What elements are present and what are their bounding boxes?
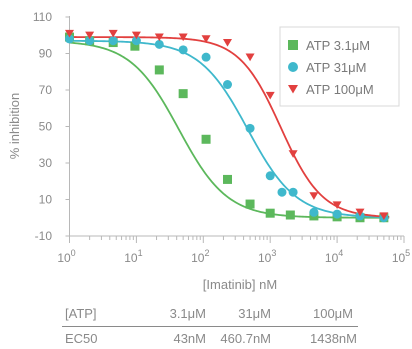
data-point-series-1 <box>288 187 298 197</box>
data-point-series-0 <box>201 134 211 144</box>
table-cell-3: 1438nM <box>310 331 357 346</box>
y-ticks: 110 90 70 50 30 10 -10 <box>33 10 70 243</box>
ec50-table: [ATP] 3.1μM 31μM 100μM EC50 43nM 460.7nM… <box>62 306 358 346</box>
data-point-series-2 <box>85 31 95 40</box>
y-axis-title: % inhibition <box>7 93 22 160</box>
data-point-series-0 <box>222 174 232 184</box>
data-point-series-0 <box>245 199 255 209</box>
y-tick-label: 90 <box>39 47 53 61</box>
data-point-series-0 <box>265 208 275 218</box>
legend-marker-0 <box>288 40 298 50</box>
data-point-series-1 <box>222 80 232 90</box>
data-point-series-1 <box>277 187 287 197</box>
y-tick-label: 30 <box>39 156 53 170</box>
data-point-series-2 <box>309 192 319 200</box>
table-cell-1: 43nM <box>173 331 206 346</box>
data-point-series-1 <box>332 209 342 219</box>
data-point-series-1 <box>154 39 164 49</box>
legend-marker-2 <box>288 85 298 94</box>
legend-label-0: ATP 3.1μM <box>306 38 370 53</box>
data-point-series-0 <box>130 41 140 51</box>
y-tick-label: 50 <box>39 120 53 134</box>
data-points <box>65 29 389 223</box>
y-tick-label: -10 <box>35 229 53 243</box>
data-point-series-1 <box>108 36 118 46</box>
data-point-series-1 <box>309 207 319 217</box>
data-point-series-2 <box>379 212 389 220</box>
data-point-series-2 <box>154 33 164 42</box>
table-cell-2: 460.7nM <box>220 331 271 346</box>
data-point-series-2 <box>178 33 188 42</box>
data-point-series-1 <box>131 36 141 46</box>
x-tick-label: 105 <box>392 248 410 265</box>
data-point-series-1 <box>265 171 275 181</box>
legend: ATP 3.1μM ATP 31μM ATP 100μM <box>279 26 400 107</box>
data-point-series-0 <box>154 65 164 75</box>
data-point-series-2 <box>65 29 74 38</box>
legend-label-1: ATP 31μM <box>306 60 366 75</box>
data-point-series-2 <box>355 208 365 217</box>
data-point-series-2 <box>245 53 255 62</box>
data-point-series-1 <box>178 45 188 55</box>
x-axis-title: [Imatinib] nM <box>203 277 277 292</box>
table-cell-0: EC50 <box>65 331 98 346</box>
data-point-series-2 <box>288 150 298 158</box>
y-tick-label: 10 <box>39 193 53 207</box>
data-point-series-1 <box>85 36 95 46</box>
data-point-series-2 <box>108 29 118 38</box>
table-header-2: 31μM <box>238 306 271 321</box>
data-point-series-1 <box>65 34 74 44</box>
x-ticks: 100 101 102 103 104 105 <box>57 236 410 265</box>
data-point-series-2 <box>265 91 275 100</box>
data-point-series-2 <box>131 31 141 40</box>
table-header-0: [ATP] <box>65 306 97 321</box>
table-header-1: 3.1μM <box>170 306 206 321</box>
data-point-series-2 <box>332 201 342 210</box>
data-point-series-0 <box>178 89 188 99</box>
table-header-3: 100μM <box>313 306 353 321</box>
x-tick-label: 102 <box>191 248 209 265</box>
y-tick-label: 70 <box>39 83 53 97</box>
data-point-series-1 <box>201 52 211 62</box>
data-point-series-0 <box>285 210 295 220</box>
data-point-series-1 <box>245 123 255 133</box>
legend-label-2: ATP 100μM <box>306 82 374 97</box>
x-tick-label: 101 <box>124 248 142 265</box>
legend-marker-1 <box>288 62 298 72</box>
y-tick-label: 110 <box>33 10 52 24</box>
legend-box <box>279 26 400 107</box>
x-tick-label: 103 <box>258 248 276 265</box>
x-tick-label: 104 <box>325 248 343 265</box>
data-point-series-2 <box>201 35 211 43</box>
x-tick-label: 100 <box>57 248 75 265</box>
data-point-series-2 <box>222 38 232 47</box>
